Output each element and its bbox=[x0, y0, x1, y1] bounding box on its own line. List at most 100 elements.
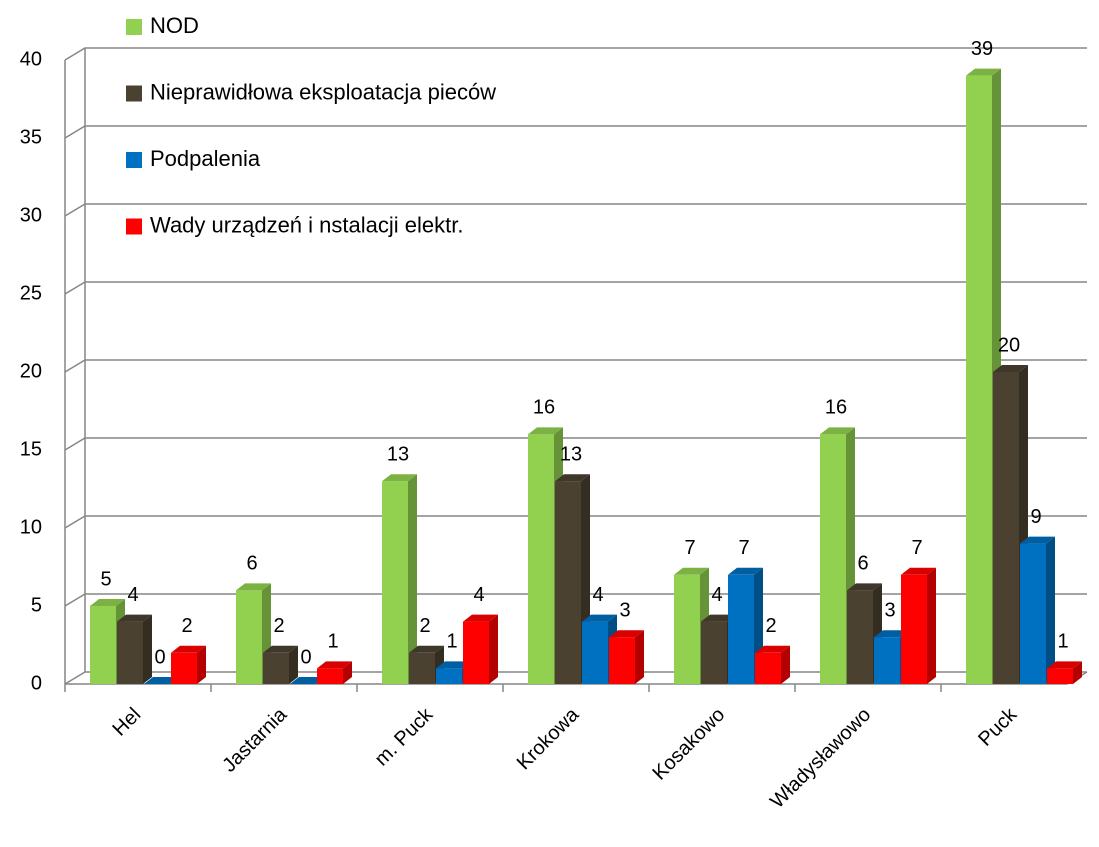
y-tick-label: 25 bbox=[20, 282, 42, 304]
bar-side bbox=[927, 567, 936, 684]
bar-top bbox=[382, 474, 417, 482]
legend-label: Nieprawidłowa eksploatacja pieców bbox=[150, 79, 496, 104]
bar-side bbox=[408, 474, 417, 684]
legend-swatch bbox=[126, 85, 142, 102]
bar bbox=[1047, 668, 1073, 684]
bar bbox=[1020, 543, 1046, 684]
bar-side bbox=[197, 645, 206, 684]
x-tick-label: Krokowa bbox=[513, 703, 584, 774]
value-label: 3 bbox=[884, 599, 895, 621]
value-label: 4 bbox=[711, 584, 722, 606]
bar bbox=[555, 481, 581, 684]
bar bbox=[236, 590, 262, 684]
bar-top bbox=[674, 567, 709, 575]
bar bbox=[317, 668, 343, 684]
bar-top bbox=[290, 677, 325, 684]
bar bbox=[847, 590, 873, 684]
bar-top bbox=[171, 645, 206, 653]
bar-top bbox=[701, 614, 736, 622]
value-label: 16 bbox=[533, 397, 555, 419]
bar bbox=[382, 481, 408, 684]
value-label: 2 bbox=[765, 615, 776, 637]
value-label: 6 bbox=[857, 553, 868, 575]
value-label: 1 bbox=[327, 631, 338, 653]
bar-top bbox=[555, 474, 590, 482]
bar bbox=[966, 75, 992, 685]
bar-top bbox=[1047, 661, 1082, 669]
y-tick-label: 40 bbox=[20, 48, 42, 70]
bar-top bbox=[582, 614, 617, 622]
bar-top bbox=[993, 365, 1028, 372]
bar bbox=[701, 621, 727, 684]
bar-top bbox=[874, 630, 909, 638]
value-label: 2 bbox=[181, 615, 192, 637]
value-label: 1 bbox=[446, 631, 457, 653]
bar bbox=[263, 652, 289, 684]
bar bbox=[409, 652, 435, 684]
bar bbox=[171, 652, 197, 684]
y-tick-label: 30 bbox=[20, 204, 42, 226]
bar-top bbox=[755, 645, 790, 653]
x-tick-label: m. Puck bbox=[371, 703, 438, 770]
bar bbox=[436, 668, 462, 684]
bar bbox=[820, 434, 846, 684]
y-tick-label: 5 bbox=[31, 594, 42, 616]
value-label: 2 bbox=[419, 615, 430, 637]
bar-side bbox=[1073, 661, 1082, 684]
value-label: 3 bbox=[619, 599, 630, 621]
bar-top bbox=[263, 645, 298, 653]
grid-line bbox=[64, 359, 1087, 373]
bar-top bbox=[1020, 536, 1055, 544]
bar-top bbox=[820, 427, 855, 435]
value-label: 16 bbox=[825, 397, 847, 419]
y-tick-label: 35 bbox=[20, 126, 42, 148]
bar-top bbox=[847, 583, 882, 591]
value-label: 7 bbox=[911, 537, 922, 559]
value-label: 4 bbox=[127, 584, 138, 606]
value-label: 9 bbox=[1030, 506, 1041, 528]
bar-top bbox=[901, 567, 936, 575]
value-label: 13 bbox=[387, 443, 409, 465]
bar bbox=[609, 637, 635, 684]
bar-top bbox=[728, 567, 763, 575]
bar-top bbox=[90, 599, 125, 606]
bar bbox=[674, 574, 700, 684]
value-label: 5 bbox=[100, 568, 111, 590]
bar-side bbox=[343, 661, 352, 684]
bar-top bbox=[236, 583, 271, 591]
bar-side bbox=[635, 630, 644, 684]
bar bbox=[901, 574, 927, 684]
bar-side bbox=[781, 645, 790, 684]
bar-top bbox=[609, 630, 644, 638]
grid-line bbox=[64, 203, 1087, 217]
bar bbox=[874, 637, 900, 684]
value-label: 7 bbox=[738, 537, 749, 559]
legend-swatch bbox=[126, 218, 142, 235]
legend-label: Wady urządzeń i nstalacji elektr. bbox=[150, 212, 463, 237]
x-tick-label: Jastarnia bbox=[218, 703, 292, 777]
bar-side bbox=[289, 645, 298, 684]
value-label: 4 bbox=[473, 584, 484, 606]
value-label: 20 bbox=[998, 334, 1020, 356]
bar bbox=[528, 434, 554, 684]
bar-side bbox=[489, 614, 498, 684]
bar-top bbox=[117, 614, 152, 622]
y-tick-label: 10 bbox=[20, 516, 42, 538]
value-label: 13 bbox=[560, 443, 582, 465]
grid-line bbox=[64, 281, 1087, 295]
grid-line bbox=[64, 47, 1087, 61]
x-tick-label: Puck bbox=[974, 703, 1022, 751]
bar bbox=[582, 621, 608, 684]
legend-label: Podpalenia bbox=[150, 146, 261, 171]
bar-top bbox=[463, 614, 498, 622]
value-label: 4 bbox=[592, 584, 603, 606]
bar-side bbox=[143, 614, 152, 684]
value-label: 0 bbox=[300, 646, 311, 668]
y-tick-label: 15 bbox=[20, 438, 42, 460]
y-tick-label: 20 bbox=[20, 360, 42, 382]
bar bbox=[117, 621, 143, 684]
x-tick-label: Kosakowo bbox=[648, 704, 729, 785]
bar bbox=[463, 621, 489, 684]
x-tick-label: Władysławowo bbox=[766, 704, 875, 813]
